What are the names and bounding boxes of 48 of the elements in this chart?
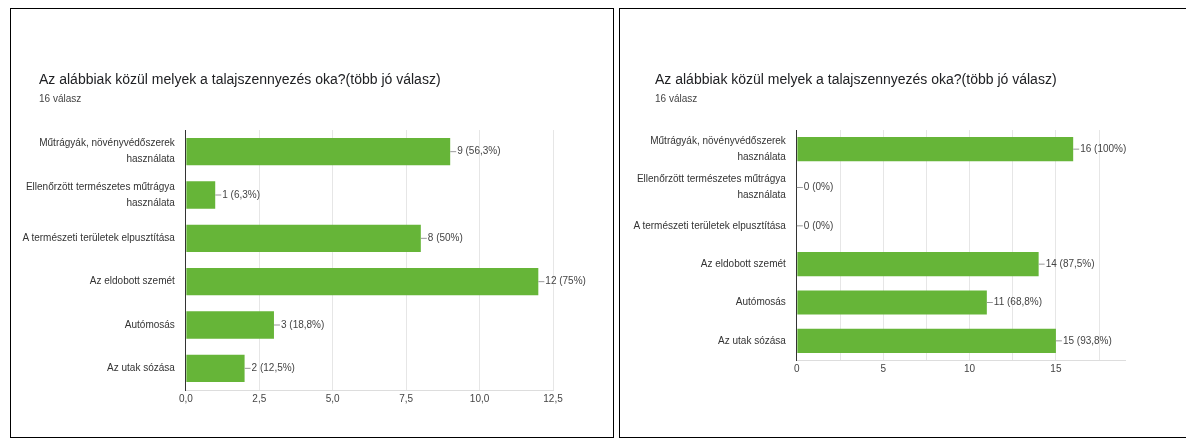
y-tick-label: Az eldobott szemét	[700, 257, 787, 269]
data-label: 9 (56,3%)	[457, 145, 501, 157]
chart-title: Az alábbiak közül melyek a talajszennyezés oka?(több jó válasz)	[39, 71, 441, 87]
y-tick-label: Az eldobott szemét	[89, 275, 176, 287]
bar	[186, 138, 451, 166]
x-tick-label: 10,0	[469, 392, 490, 404]
y-tick-label: Műtrágyák, növényvédőszerek használata	[39, 137, 176, 165]
bar	[186, 181, 216, 209]
data-label: 1 (6,3%)	[222, 188, 261, 200]
x-tick-label: 2,5	[252, 392, 267, 404]
x-tick-label: 5	[880, 362, 887, 374]
bar	[186, 224, 421, 252]
data-label: 2 (12,5%)	[251, 362, 295, 374]
data-label: 0 (0%)	[803, 181, 834, 193]
text: 16 válasz	[39, 93, 82, 104]
data-label: 11 (68,8%)	[993, 296, 1043, 308]
bar	[797, 137, 1074, 162]
x-tick-label: 7,5	[399, 392, 414, 404]
y-tick-label: Ellenőrzött természetes műtrágya használata	[636, 173, 787, 201]
x-tick-label: 12,5	[543, 392, 564, 404]
x-tick-label: 10	[964, 362, 976, 374]
bar	[186, 311, 274, 339]
x-tick-label: 15	[1050, 362, 1062, 374]
y-tick-label: Az utak sózása	[107, 362, 176, 374]
bar	[797, 290, 987, 315]
y-tick-label: Autómosás	[735, 296, 786, 308]
y-tick-label: Az utak sózása	[718, 334, 787, 346]
bar	[186, 354, 245, 382]
bar	[186, 268, 539, 296]
y-tick-label: Műtrágyák, növényvédőszerek használata	[650, 134, 787, 162]
y-tick-label: Ellenőrzött természetes műtrágya használata	[25, 180, 176, 208]
data-label: 12 (75%)	[545, 275, 586, 287]
bar	[797, 328, 1056, 353]
data-label: 14 (87,5%)	[1045, 257, 1095, 269]
text: 16 válasz	[655, 93, 698, 104]
y-tick-label: A természeti területek elpusztítása	[22, 232, 176, 244]
data-label: 0 (0%)	[803, 219, 834, 231]
x-tick-label: 5,0	[325, 392, 341, 404]
y-tick-label: A természeti területek elpusztítása	[633, 219, 787, 231]
data-label: 15 (93,8%)	[1062, 334, 1112, 346]
y-tick-label: Autómosás	[124, 318, 175, 330]
data-label: 16 (100%)	[1080, 142, 1127, 154]
data-label: 8 (50%)	[427, 232, 463, 244]
data-label: 3 (18,8%)	[280, 318, 325, 330]
x-tick-label: 0,0	[178, 392, 194, 404]
bar	[797, 252, 1039, 277]
x-tick-label: 0	[794, 362, 801, 374]
chart-title: Az alábbiak közül melyek a talajszennyezés oka?(több jó válasz)	[655, 71, 1057, 87]
